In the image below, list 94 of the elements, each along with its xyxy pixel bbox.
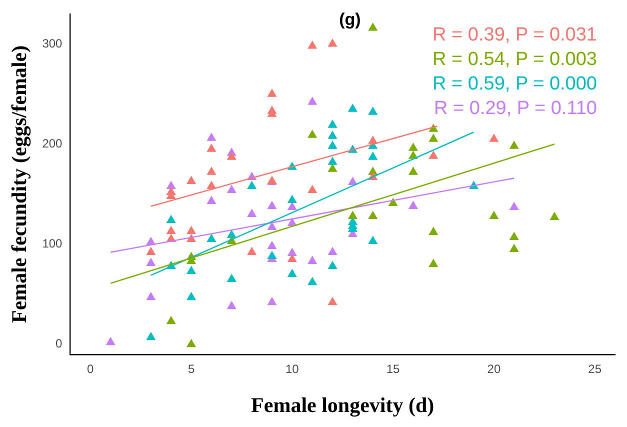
point: [348, 176, 358, 185]
annotation: R = 0.54, P = 0.003: [432, 49, 597, 70]
point: [206, 196, 216, 204]
point: [186, 266, 196, 274]
point: [328, 130, 338, 139]
point: [226, 152, 236, 160]
point: [509, 244, 519, 252]
point: [428, 226, 438, 236]
point: [267, 250, 277, 260]
annotation: R = 0.29, P = 0.110: [434, 98, 597, 120]
point: [287, 254, 297, 262]
annotation: R = 0.59, P = 0.000: [432, 74, 597, 95]
point: [328, 246, 338, 256]
point: [550, 212, 560, 220]
point: [106, 336, 116, 346]
point: [226, 184, 236, 193]
point: [206, 180, 216, 189]
point: [287, 194, 297, 203]
x-tick-label: 0: [87, 362, 94, 376]
point: [267, 88, 277, 97]
point: [247, 208, 257, 217]
point: [166, 186, 176, 195]
point: [186, 176, 196, 184]
y-tick-label: 300: [42, 36, 63, 50]
point: [348, 210, 358, 219]
x-tick-label: 25: [588, 362, 602, 376]
point: [328, 296, 338, 306]
point: [206, 132, 216, 141]
point: [328, 140, 338, 149]
point: [166, 180, 176, 189]
point: [166, 226, 176, 234]
point: [328, 260, 338, 270]
point: [368, 210, 378, 219]
point: [308, 96, 318, 105]
x-axis-title: Female longevity (d): [251, 392, 434, 417]
point: [328, 120, 338, 128]
point: [146, 332, 156, 340]
point: [428, 258, 438, 268]
point: [428, 150, 438, 159]
point: [166, 316, 176, 324]
point: [146, 292, 156, 300]
point: [489, 134, 499, 142]
point: [186, 338, 196, 348]
annotation: R = 0.39, P = 0.031: [432, 24, 597, 46]
point: [267, 200, 277, 209]
point: [206, 234, 216, 242]
x-tick-label: 10: [285, 362, 300, 376]
x-tick-label: 15: [386, 362, 400, 376]
x-tick-label: 20: [487, 362, 501, 376]
point: [267, 296, 277, 306]
point: [226, 300, 236, 310]
point: [328, 156, 338, 165]
point: [308, 276, 318, 286]
point: [166, 214, 176, 223]
point: [206, 144, 216, 152]
point: [247, 180, 257, 189]
point: [267, 222, 277, 230]
point: [428, 134, 438, 142]
point: [509, 202, 519, 210]
y-tick-label: 200: [42, 136, 63, 150]
point: [408, 200, 418, 209]
point: [408, 142, 418, 151]
y-tick-label: 100: [42, 236, 63, 251]
point: [408, 166, 418, 175]
point: [146, 246, 156, 256]
chart-title: (g): [339, 10, 361, 30]
point: [368, 136, 378, 144]
point: [206, 166, 216, 175]
point: [186, 226, 196, 234]
y-axis-title: Female fecundity (eggs/female): [7, 45, 32, 323]
point: [509, 140, 519, 149]
point: [348, 104, 358, 112]
point: [308, 184, 318, 193]
point: [368, 236, 378, 244]
point: [267, 240, 277, 250]
point: [287, 268, 297, 278]
point: [287, 202, 297, 210]
point: [247, 246, 257, 256]
point: [489, 210, 499, 219]
point: [368, 22, 378, 31]
x-tick-label: 5: [188, 362, 195, 376]
point: [328, 164, 338, 172]
point: [328, 38, 338, 47]
point: [186, 292, 196, 300]
point: [509, 232, 519, 240]
point: [226, 274, 236, 282]
point: [146, 258, 156, 266]
point: [368, 152, 378, 160]
point: [308, 130, 318, 138]
point: [287, 248, 297, 256]
point: [308, 256, 318, 264]
point: [308, 40, 318, 49]
y-tick-label: 0: [56, 336, 63, 351]
point: [368, 106, 378, 115]
